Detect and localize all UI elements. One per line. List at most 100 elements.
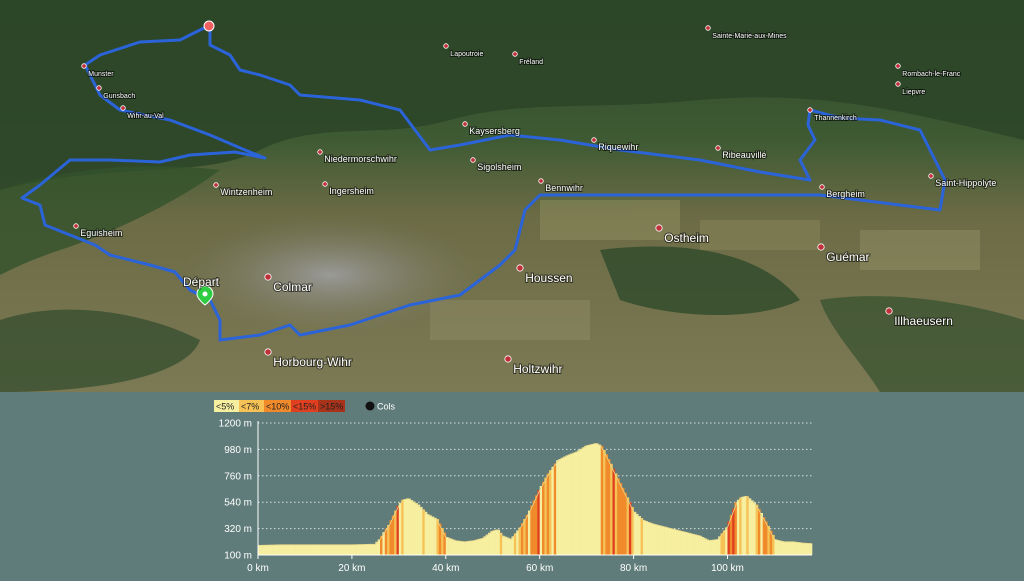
place-label-riquewihr: Riquewihr [598, 142, 638, 152]
legend-label-4: >15% [320, 402, 343, 412]
profile-segment [687, 532, 691, 555]
place-marker-ribeauvill-[interactable] [715, 145, 721, 151]
profile-segment [258, 545, 261, 555]
place-marker-ingersheim[interactable] [322, 181, 328, 187]
grade-legend: <5% <7% <10% <15% >15% Cols [214, 400, 396, 412]
profile-segment [389, 520, 393, 555]
elevation-profile-chart[interactable]: <5% <7% <10% <15% >15% Cols 1200 m 980 m 760 m 5… [0, 392, 1024, 581]
profile-segment [314, 544, 317, 555]
place-marker-illhaeusern[interactable] [885, 307, 893, 315]
place-marker-thannenkirch[interactable] [807, 107, 813, 113]
profile-segment [450, 538, 454, 555]
profile-segment [772, 534, 775, 555]
profile-segment [577, 450, 580, 555]
place-marker-eguisheim[interactable] [73, 223, 79, 229]
x-tick-label: 0 km [247, 563, 269, 574]
place-marker-holtzwihr[interactable] [504, 355, 512, 363]
place-marker-wintzenheim[interactable] [213, 182, 219, 188]
map-canvas[interactable]: Départ Munster Gunsbach Wihr-au-Val Lapoutr… [0, 0, 1024, 392]
profile-segment [704, 538, 707, 555]
profile-segment [382, 532, 386, 555]
profile-segment [675, 529, 679, 555]
place-marker-riquewihr[interactable] [591, 137, 597, 143]
place-marker-bergheim[interactable] [819, 184, 825, 190]
profile-segment [309, 544, 313, 555]
place-marker-gu-mar[interactable] [817, 243, 825, 251]
profile-segment [471, 540, 475, 555]
legend-label-0: <5% [216, 402, 234, 412]
place-label-gu-mar: Guémar [826, 250, 869, 264]
profile-segment [760, 513, 764, 555]
place-marker-gunsbach[interactable] [96, 85, 102, 91]
profile-segment [293, 544, 296, 555]
profile-segment [769, 530, 773, 555]
place-marker-bennwihr[interactable] [538, 178, 544, 184]
profile-segment [607, 459, 611, 555]
profile-segment [786, 541, 789, 555]
place-marker-sainte-marie-aux-mines[interactable] [705, 25, 711, 31]
profile-segment [361, 544, 364, 555]
profile-segment [495, 529, 498, 555]
profile-segment [774, 539, 778, 555]
place-marker-wihr-au-val[interactable] [120, 105, 126, 111]
profile-segment [603, 450, 606, 555]
place-marker-houssen[interactable] [516, 264, 524, 272]
profile-segment [342, 544, 346, 555]
profile-segment [429, 515, 433, 555]
start-marker[interactable] [196, 285, 214, 306]
profile-segment [297, 544, 301, 555]
profile-segment [664, 526, 667, 555]
place-marker-sigolsheim[interactable] [470, 157, 476, 163]
satellite-map[interactable]: Départ Munster Gunsbach Wihr-au-Val Lapoutr… [0, 0, 1024, 392]
profile-segment [516, 530, 519, 555]
profile-segment [628, 502, 632, 555]
profile-segment [610, 463, 613, 555]
place-marker-kaysersberg[interactable] [462, 121, 468, 127]
place-marker-munster[interactable] [81, 63, 87, 69]
place-label-sigolsheim: Sigolsheim [477, 162, 521, 172]
profile-segment [586, 445, 590, 555]
profile-segment [403, 499, 407, 555]
place-marker-saint-hippolyte[interactable] [928, 173, 934, 179]
place-marker-colmar[interactable] [264, 273, 272, 281]
place-marker-rombach-le-franc[interactable] [895, 63, 901, 69]
profile-segment [638, 516, 641, 555]
place-marker-fr-land[interactable] [512, 51, 518, 57]
profile-segment [692, 534, 695, 555]
profile-segment [354, 544, 357, 555]
place-label-horbourg-wihr: Horbourg-Wihr [273, 355, 352, 369]
profile-segment [546, 473, 550, 555]
place-label-lapoutroie: Lapoutroie [450, 51, 483, 58]
profile-segment [396, 505, 400, 555]
place-marker-ostheim[interactable] [655, 224, 663, 232]
profile-segment [302, 544, 306, 555]
profile-segment [793, 541, 796, 555]
profile-segment [267, 545, 271, 555]
place-label-bennwihr: Bennwihr [545, 183, 583, 193]
place-marker-lapoutroie[interactable] [443, 43, 449, 49]
profile-segment [408, 498, 411, 555]
profile-segment [750, 500, 754, 555]
profile-segment [511, 536, 515, 555]
profile-segment [283, 544, 287, 555]
profile-segment [765, 521, 768, 555]
profile-segment [645, 521, 648, 555]
elevation-area [257, 442, 813, 555]
top-pin-marker[interactable] [203, 20, 215, 32]
place-marker-liepvre[interactable] [895, 81, 901, 87]
profile-segment [539, 486, 543, 555]
profile-segment [795, 542, 799, 555]
profile-segment [457, 540, 461, 555]
profile-segment [290, 544, 294, 555]
place-marker-niedermorschwihr[interactable] [317, 149, 323, 155]
profile-segment [598, 444, 602, 555]
place-marker-horbourg-wihr[interactable] [264, 348, 272, 356]
profile-segment [431, 516, 435, 555]
forest-area [0, 166, 220, 275]
route-line[interactable] [20, 23, 947, 342]
place-label-thannenkirch: Thannenkirch [814, 115, 857, 122]
profile-segment [807, 543, 810, 555]
profile-segment [375, 541, 379, 555]
place-label-gunsbach: Gunsbach [103, 93, 135, 100]
profile-segment [809, 543, 813, 555]
